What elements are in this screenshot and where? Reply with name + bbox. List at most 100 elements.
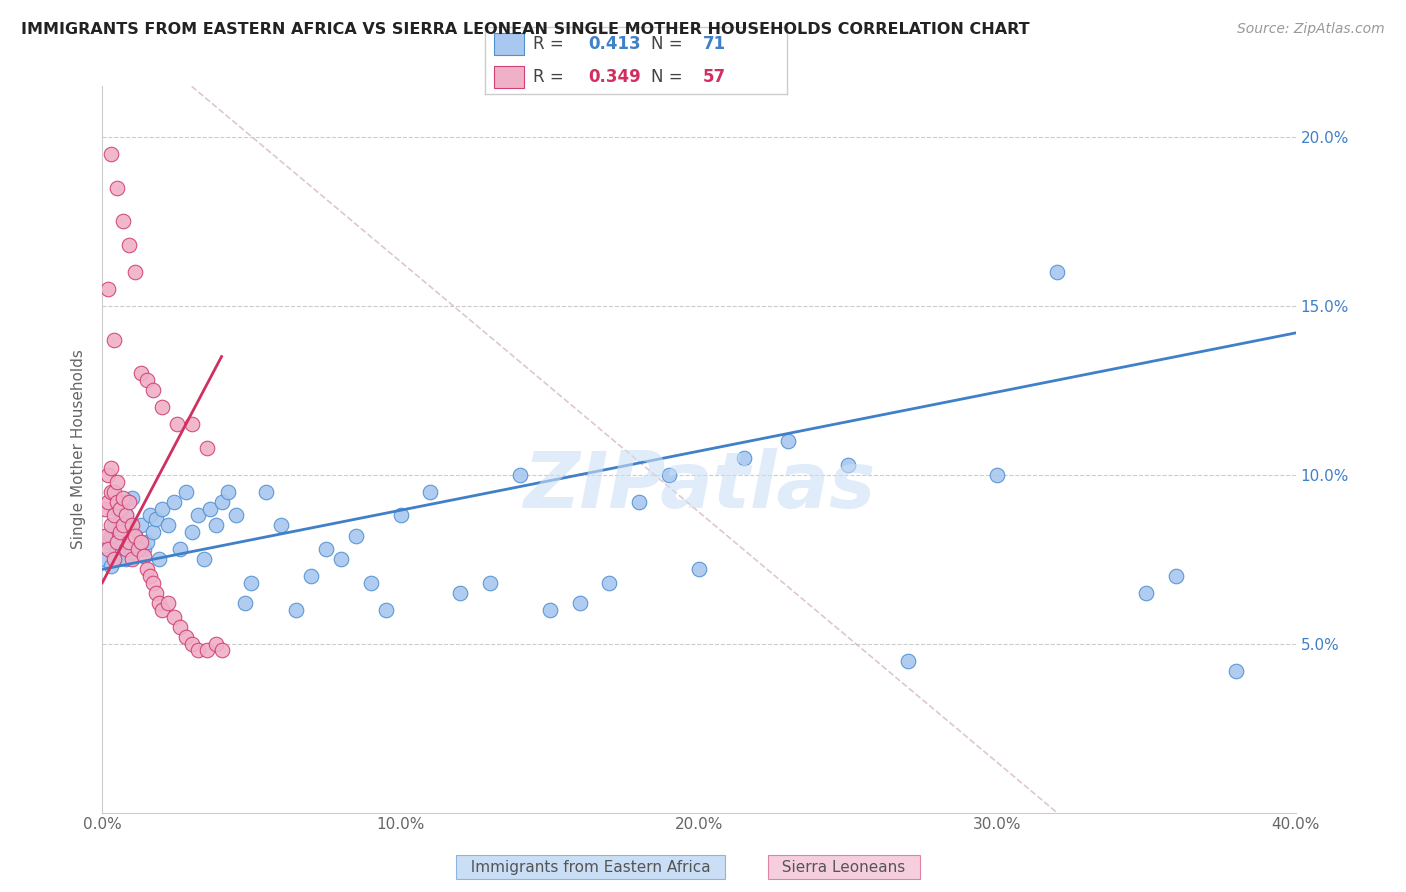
Text: 0.413: 0.413 bbox=[588, 35, 641, 53]
Text: N =: N = bbox=[651, 68, 688, 86]
Point bbox=[225, 508, 247, 523]
Point bbox=[94, 501, 117, 516]
Point bbox=[103, 552, 125, 566]
Point bbox=[115, 552, 138, 566]
Point bbox=[112, 518, 135, 533]
Point bbox=[121, 552, 143, 566]
Text: IMMIGRANTS FROM EASTERN AFRICA VS SIERRA LEONEAN SINGLE MOTHER HOUSEHOLDS CORREL: IMMIGRANTS FROM EASTERN AFRICA VS SIERRA… bbox=[21, 22, 1029, 37]
Point bbox=[97, 495, 120, 509]
Point bbox=[103, 549, 125, 563]
Point bbox=[124, 528, 146, 542]
Point bbox=[628, 495, 651, 509]
Point bbox=[105, 475, 128, 489]
Point bbox=[121, 491, 143, 506]
Point bbox=[180, 637, 202, 651]
Point bbox=[598, 575, 620, 590]
Text: 0.349: 0.349 bbox=[588, 68, 641, 86]
Point bbox=[105, 501, 128, 516]
Point bbox=[285, 603, 308, 617]
Point bbox=[108, 525, 131, 540]
Point bbox=[121, 545, 143, 559]
Point bbox=[139, 508, 162, 523]
Point bbox=[187, 508, 209, 523]
FancyBboxPatch shape bbox=[494, 33, 524, 55]
Point bbox=[897, 654, 920, 668]
Text: ZIPatlas: ZIPatlas bbox=[523, 448, 875, 524]
Text: 57: 57 bbox=[703, 68, 725, 86]
Point bbox=[94, 552, 117, 566]
Point bbox=[169, 620, 191, 634]
Point bbox=[142, 575, 165, 590]
Point bbox=[174, 484, 197, 499]
Point bbox=[449, 586, 471, 600]
Text: R =: R = bbox=[533, 68, 569, 86]
Point bbox=[108, 545, 131, 559]
Point bbox=[94, 528, 117, 542]
Point bbox=[1135, 586, 1157, 600]
Point bbox=[97, 282, 120, 296]
Point bbox=[240, 575, 263, 590]
Y-axis label: Single Mother Households: Single Mother Households bbox=[72, 350, 86, 549]
Point bbox=[127, 542, 149, 557]
Text: R =: R = bbox=[533, 35, 569, 53]
Point bbox=[479, 575, 502, 590]
Point bbox=[136, 373, 159, 387]
Point bbox=[315, 542, 337, 557]
Point bbox=[163, 609, 186, 624]
Point bbox=[299, 569, 322, 583]
Point bbox=[97, 535, 120, 549]
Point bbox=[688, 562, 710, 576]
Point bbox=[217, 484, 239, 499]
Point bbox=[148, 596, 170, 610]
Point bbox=[187, 643, 209, 657]
Point bbox=[132, 549, 155, 563]
Point bbox=[509, 467, 531, 482]
Point bbox=[837, 458, 859, 472]
Point bbox=[142, 525, 165, 540]
Point bbox=[132, 542, 155, 557]
Point bbox=[129, 367, 152, 381]
Point bbox=[778, 434, 800, 448]
Point bbox=[103, 484, 125, 499]
Point bbox=[118, 539, 141, 553]
Point bbox=[112, 495, 135, 509]
Point bbox=[156, 596, 179, 610]
Point bbox=[169, 542, 191, 557]
Point bbox=[211, 643, 233, 657]
Point bbox=[374, 603, 396, 617]
Point bbox=[254, 484, 277, 499]
Point bbox=[100, 518, 122, 533]
Point bbox=[389, 508, 412, 523]
Point bbox=[129, 518, 152, 533]
Point bbox=[100, 559, 122, 574]
Point bbox=[112, 535, 135, 549]
Point bbox=[156, 518, 179, 533]
Point bbox=[124, 528, 146, 542]
Point bbox=[127, 539, 149, 553]
Point bbox=[211, 495, 233, 509]
Point bbox=[100, 484, 122, 499]
Point bbox=[204, 637, 226, 651]
Point bbox=[115, 508, 138, 523]
Point bbox=[270, 518, 292, 533]
Point bbox=[105, 495, 128, 509]
Point bbox=[150, 501, 173, 516]
Point bbox=[193, 552, 215, 566]
Point bbox=[100, 147, 122, 161]
Point bbox=[180, 525, 202, 540]
Point bbox=[986, 467, 1008, 482]
Point bbox=[195, 441, 218, 455]
Point bbox=[139, 569, 162, 583]
Point bbox=[1166, 569, 1188, 583]
Point bbox=[195, 643, 218, 657]
FancyBboxPatch shape bbox=[494, 66, 524, 87]
Point bbox=[180, 417, 202, 431]
Point bbox=[115, 508, 138, 523]
Point bbox=[118, 518, 141, 533]
Point bbox=[148, 552, 170, 566]
Point bbox=[115, 542, 138, 557]
Point bbox=[103, 508, 125, 523]
Point bbox=[124, 265, 146, 279]
Point bbox=[97, 467, 120, 482]
Point bbox=[129, 535, 152, 549]
